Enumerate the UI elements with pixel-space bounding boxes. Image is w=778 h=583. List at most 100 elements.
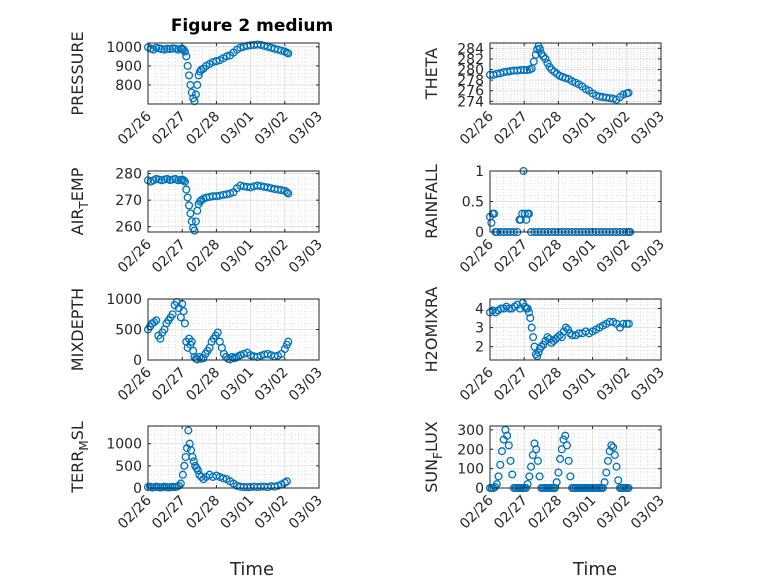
panel-6-y-tick-label: 4: [475, 302, 484, 318]
panel-4-x-tick-label: 03/02: [594, 237, 634, 277]
panel-3-y-axis-label-part: AIR: [68, 209, 87, 236]
panel-6-x-tick-label: 02/26: [457, 364, 497, 404]
x-axis-label-left: Time: [229, 559, 274, 580]
figure-title: Figure 2 medium: [171, 16, 333, 36]
panel-1-data-point: [184, 71, 194, 80]
panel-7-y-axis-label: TERRMSL: [68, 421, 91, 494]
panel-6-data-point: [529, 333, 538, 342]
panel-7-x-tick-label: 02/28: [183, 493, 223, 533]
panel-1-data-point: [222, 52, 231, 61]
panel-6-data-point: [619, 319, 628, 328]
panel-8-data-point: [600, 478, 609, 487]
panel-2-y-tick-label: 280: [457, 63, 484, 79]
panel-8-data-point: [533, 456, 542, 465]
panel-6-data-point: [523, 304, 532, 313]
panel-8-data-point: [506, 456, 515, 465]
panel-2-x-tick-label: 03/01: [560, 109, 600, 149]
panel-8-data-point: [497, 447, 507, 456]
panel-6-y-tick-label: 3: [475, 321, 484, 337]
panel-8-x-tick-label: 03/01: [560, 493, 600, 533]
panel-5-x-tick-label: 02/26: [115, 364, 155, 404]
panel-8-data-point: [535, 472, 544, 481]
panel-5-data-point: [152, 316, 161, 325]
panel-5-x-tick-label: 02/27: [149, 365, 189, 405]
panel-2-y-tick-label: 274: [457, 94, 484, 110]
panel-7-data-point: [195, 470, 204, 479]
panel-3-data-point: [182, 185, 191, 194]
panel-4-x-tick-label: 02/27: [491, 237, 531, 277]
panel-3-y-axis-label-part: EMP: [68, 167, 87, 201]
panel-6-data-point: [527, 323, 536, 332]
panel-6-data-point: [496, 304, 505, 313]
panel-2-axes-box: [489, 42, 662, 105]
panel-7-data-point: [184, 426, 193, 435]
panel-6-data-point: [543, 333, 552, 342]
panel-3-data-point: [191, 217, 200, 226]
panel-6-x-tick-label: 03/03: [628, 365, 668, 405]
panel-8-data-point: [612, 462, 621, 471]
panel-8-data-point: [564, 456, 573, 465]
panel-4-data-point: [490, 209, 499, 218]
panel-8-data-point: [556, 454, 565, 463]
panel-3-y-tick-label: 280: [115, 167, 142, 183]
x-axis-label-right: Time: [572, 559, 617, 580]
panel-3-x-tick-label: 03/03: [286, 237, 326, 277]
panel-8-y-tick-label: 0: [475, 481, 484, 497]
panel-8-data-point: [614, 476, 623, 485]
panel-6-plot-area: [490, 299, 661, 360]
panel-3-x-tick-label: 02/28: [183, 237, 223, 277]
panel-7-axes-box: [147, 425, 320, 489]
panel-1-data-point: [284, 49, 293, 58]
panel-1-x-tick-label: 03/01: [218, 109, 258, 149]
panel-2-y-tick-label: 278: [457, 73, 484, 89]
panel-6-data-point: [561, 323, 570, 332]
panel-6-x-tick-label: 03/01: [560, 365, 600, 405]
panel-5-data-point: [150, 318, 159, 327]
panel-4-y-tick-label: 1: [475, 164, 484, 180]
panel-8-data-point: [503, 431, 512, 440]
panel-7-x-tick-label: 03/01: [218, 493, 258, 533]
panel-1-x-tick-label: 02/26: [115, 108, 155, 148]
panel-8-data-point: [528, 451, 537, 460]
panel-8-y-axis-label: SUNFLUX: [422, 421, 445, 493]
panel-1-data-point: [179, 45, 188, 54]
panel-8-data-point: [494, 472, 503, 481]
panel-8-data-point: [603, 456, 613, 465]
panel-6-y-tick-label: 2: [475, 340, 484, 356]
panel-4-y-axis-label: RAINFALL: [422, 164, 441, 239]
panel-7-y-axis-label-part: TERR: [68, 451, 87, 494]
panel-8-data-point: [562, 441, 571, 450]
panel-7-data-point: [188, 452, 197, 462]
panel-8-data-point: [504, 441, 513, 450]
panel-7-data-point: [178, 470, 187, 479]
panel-6-data-point: [524, 308, 534, 317]
panel-7-data-point: [197, 472, 206, 481]
panel-3-x-tick-label: 02/27: [149, 237, 189, 277]
panel-1-y-tick-label: 1000: [106, 40, 142, 56]
panel-6-data-point: [505, 304, 514, 313]
panel-8-plot-area: [490, 426, 661, 488]
panel-6-axes-box: [489, 298, 662, 361]
panel-5-data-point: [168, 310, 177, 319]
panel-8-y-axis-label-part: LUX: [422, 421, 441, 452]
panel-1-x-tick-label: 02/28: [183, 109, 223, 149]
panel-5-data-point: [284, 337, 293, 346]
panel-7-y-axis-label-part: SL: [68, 421, 87, 440]
panel-2-data-point: [561, 73, 570, 83]
panel-8-data-point: [566, 472, 575, 481]
panel-7-x-tick-label: 02/26: [115, 492, 155, 532]
panel-5-y-tick-label: 500: [115, 323, 142, 339]
panel-4-x-tick-label: 03/01: [560, 237, 600, 277]
panel-3-data-point: [179, 176, 188, 185]
panel-1-data-point: [187, 88, 196, 97]
panel-4-data-point: [487, 218, 496, 227]
panel-8-x-tick-label: 02/27: [491, 493, 531, 533]
panel-3-y-tick-label: 270: [115, 193, 142, 209]
panel-5-data-point: [213, 328, 222, 337]
panel-8-x-tick-label: 03/03: [628, 493, 668, 533]
panel-2-data-point: [520, 66, 529, 75]
panel-1-data-point: [168, 44, 177, 53]
panel-8-data-point: [557, 445, 566, 454]
panel-1-data-point: [193, 80, 202, 89]
